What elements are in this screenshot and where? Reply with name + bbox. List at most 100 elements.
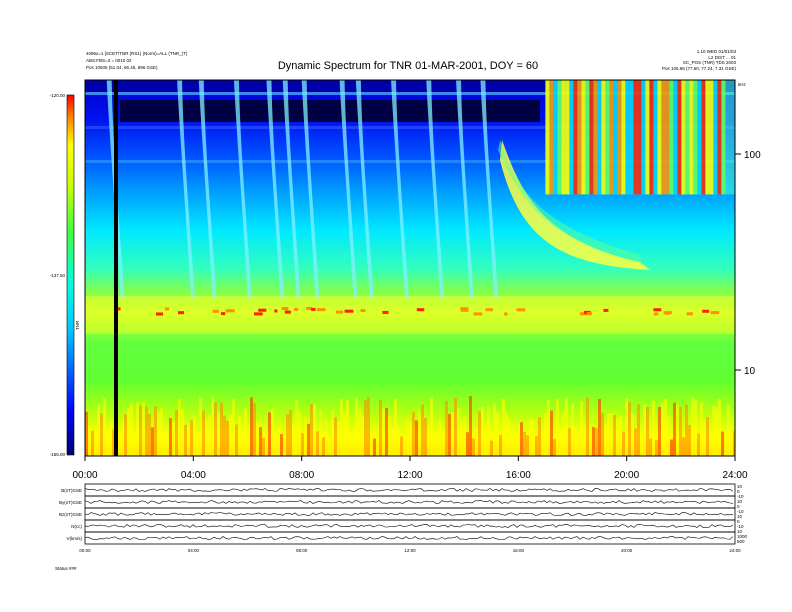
- bottom-column: [583, 426, 586, 456]
- bottom-column: [676, 404, 679, 456]
- type3-burst: [301, 80, 320, 300]
- activity-column: [589, 80, 594, 195]
- bottom-column: [259, 427, 262, 456]
- bottom-column: [187, 425, 190, 456]
- noise-spot: [686, 312, 693, 316]
- type3-burst: [339, 80, 358, 300]
- bottom-column: [550, 410, 553, 456]
- colorbar-frame: [66, 94, 75, 456]
- bottom-column: [580, 401, 583, 456]
- bottom-column: [547, 400, 550, 456]
- colorbar: [67, 95, 74, 455]
- bottom-column: [448, 413, 451, 456]
- subpanel-time-label: 16:00: [513, 548, 525, 553]
- bottom-column: [238, 416, 241, 456]
- bottom-column: [721, 431, 724, 456]
- activity-column: [629, 80, 634, 195]
- bottom-column: [526, 435, 529, 456]
- bottom-column: [541, 432, 544, 456]
- high-activity-region: [545, 80, 735, 195]
- bottom-column: [391, 426, 394, 456]
- subpanel-label: N(cc): [71, 524, 82, 529]
- bottom-column: [421, 404, 424, 456]
- bottom-column: [199, 397, 202, 456]
- bottom-column: [466, 432, 469, 456]
- activity-column: [697, 80, 702, 195]
- bottom-column: [130, 403, 133, 456]
- bottom-column: [100, 413, 103, 456]
- type3-burst: [456, 80, 475, 300]
- bottom-column: [463, 415, 466, 456]
- bottom-column: [622, 431, 625, 456]
- bottom-column: [310, 403, 313, 456]
- noise-spot: [416, 308, 425, 312]
- bottom-column: [208, 414, 211, 456]
- bottom-column: [478, 411, 481, 456]
- bottom-column: [502, 398, 505, 456]
- bottom-column: [442, 428, 445, 456]
- bottom-column: [598, 399, 601, 456]
- bottom-column: [460, 421, 463, 456]
- subpanel-trace: [84, 500, 734, 504]
- activity-column: [613, 80, 618, 195]
- bottom-column: [418, 411, 421, 456]
- bottom-column: [331, 410, 334, 456]
- noise-spot: [281, 307, 289, 311]
- activity-column: [569, 80, 574, 195]
- bottom-column: [709, 437, 712, 456]
- bottom-column: [724, 431, 727, 456]
- noise-spot: [178, 311, 185, 315]
- bottom-column: [289, 410, 292, 456]
- subpanel-frame: [84, 519, 736, 533]
- noise-spot: [221, 312, 226, 316]
- bottom-column: [520, 422, 523, 456]
- bottom-column: [559, 429, 562, 456]
- activity-column: [577, 80, 582, 195]
- header-left-line-3: Pos 10505 (51.04, 66.45, 896 GSE): [86, 65, 158, 70]
- bottom-column: [271, 408, 274, 456]
- bottom-column: [112, 429, 115, 456]
- bottom-column: [313, 404, 316, 456]
- bottom-column: [181, 408, 184, 456]
- noise-spot: [504, 312, 508, 316]
- activity-column: [601, 80, 606, 195]
- bottom-column: [688, 425, 691, 456]
- bottom-column: [427, 437, 430, 456]
- type3-burst: [177, 80, 196, 300]
- bottom-column: [535, 436, 538, 456]
- bottom-column: [673, 402, 676, 456]
- bottom-column: [280, 434, 283, 456]
- noise-spot: [382, 310, 389, 314]
- noise-spot: [586, 312, 592, 316]
- noise-spot: [306, 306, 312, 310]
- subpanel-right-tick: 10: [737, 484, 743, 489]
- subpanel-time-label: 20:00: [621, 548, 633, 553]
- bottom-column: [727, 405, 730, 456]
- bottom-column: [103, 398, 106, 456]
- bottom-column: [505, 413, 508, 456]
- bottom-column: [715, 406, 718, 456]
- subpanel-right-tick: -10: [737, 494, 744, 499]
- bottom-column: [205, 419, 208, 456]
- subpanel-trace: [84, 488, 734, 492]
- bottom-column: [109, 420, 112, 456]
- bottom-column: [175, 410, 178, 456]
- bottom-column: [616, 417, 619, 456]
- bottom-column: [136, 402, 139, 456]
- bottom-column: [610, 413, 613, 456]
- colorbar-tick-max: -120.00: [50, 93, 66, 98]
- bottom-column: [703, 419, 706, 456]
- bottom-column: [211, 396, 214, 456]
- subpanel-label: Bz(nT)GSE: [59, 512, 82, 517]
- noise-spot: [344, 309, 354, 313]
- bottom-column: [643, 404, 646, 456]
- activity-column: [609, 80, 614, 195]
- bottom-column: [664, 398, 667, 456]
- bottom-column: [712, 405, 715, 456]
- activity-column: [557, 80, 562, 195]
- bottom-column: [226, 420, 229, 456]
- bottom-column: [439, 420, 442, 456]
- activity-column: [649, 80, 654, 195]
- noise-spot: [335, 310, 344, 314]
- bottom-column: [568, 428, 571, 456]
